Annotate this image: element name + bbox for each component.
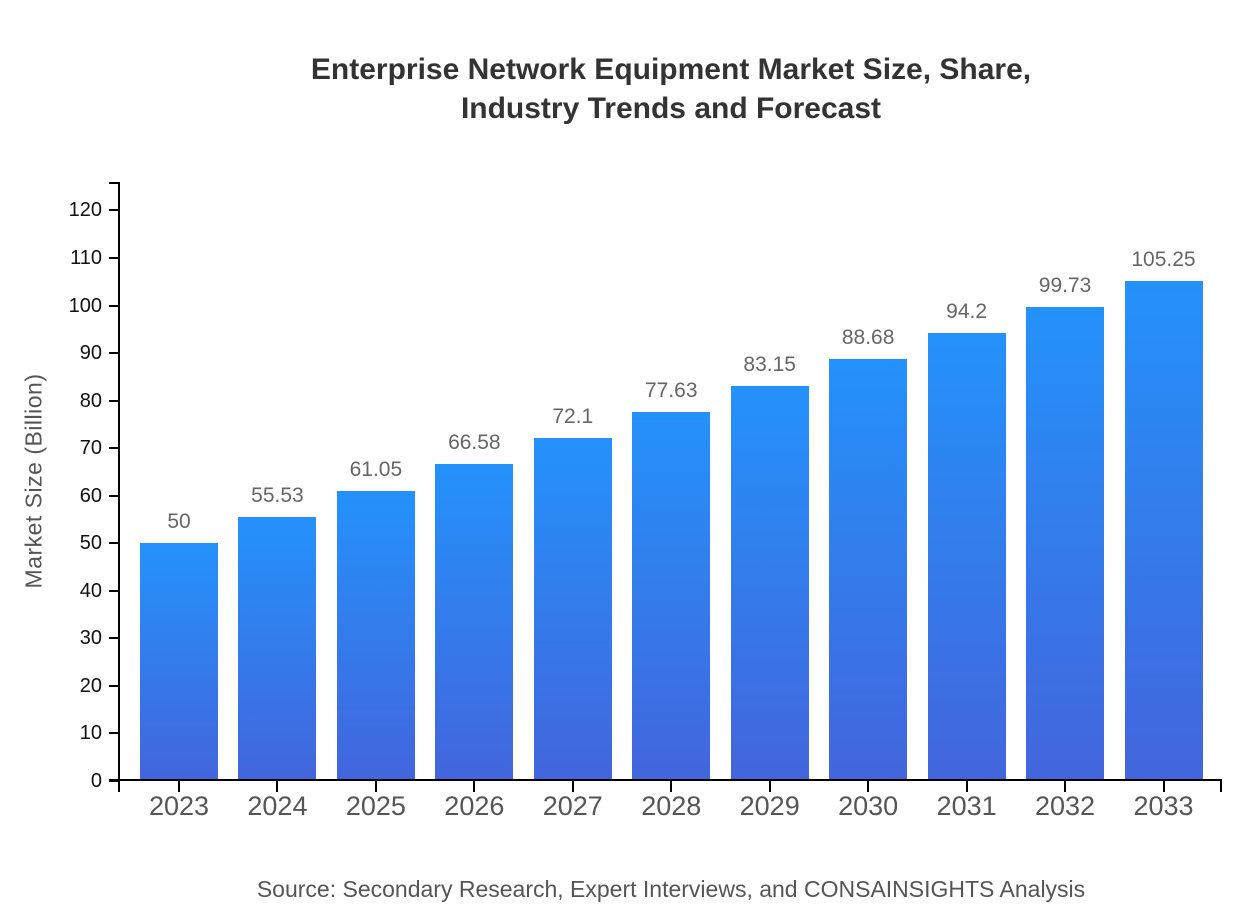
y-axis-line <box>118 182 120 792</box>
y-axis-end-tick <box>109 182 120 184</box>
x-axis-tick-label: 2031 <box>936 791 997 821</box>
x-axis-tick-label: 2027 <box>542 791 603 821</box>
bar-value-label: 66.58 <box>448 431 501 455</box>
bar-value-label: 94.2 <box>946 300 988 324</box>
bar-value-label: 88.68 <box>841 326 895 350</box>
bar-value-label: 50 <box>167 510 191 534</box>
x-axis-tick <box>1162 781 1165 792</box>
y-axis-tick-label: 50 <box>79 532 102 555</box>
bar-value-label: 77.63 <box>644 378 698 402</box>
bar-value-label: 55.53 <box>251 483 304 507</box>
bar-2028 <box>632 411 711 781</box>
y-axis-tick-label: 40 <box>79 579 102 602</box>
bar-value-label: 99.73 <box>1038 273 1092 297</box>
y-axis-tick-label: 10 <box>79 722 102 745</box>
chart-title-line2: Industry Trends and Forecast <box>460 92 882 125</box>
y-axis-tick <box>109 494 120 497</box>
bar-2033 <box>1124 280 1203 781</box>
x-axis-tick <box>473 781 476 792</box>
x-axis-tick <box>374 781 377 792</box>
bar-value-label: 105.25 <box>1131 247 1196 271</box>
bar-value-label: 61.05 <box>349 457 403 481</box>
y-axis-tick <box>109 684 120 687</box>
bar-2031 <box>927 333 1006 781</box>
y-axis-tick-label: 90 <box>79 342 102 365</box>
x-axis-line <box>109 779 1222 781</box>
x-axis-tick-label: 2028 <box>641 791 702 821</box>
y-axis-title: Market Size (Billion) <box>20 373 47 589</box>
y-axis-tick-label: 60 <box>79 484 102 507</box>
source-note: Source: Secondary Research, Expert Inter… <box>256 876 1086 902</box>
y-axis-tick <box>109 589 120 592</box>
bar-2032 <box>1026 306 1105 781</box>
x-axis-tick <box>768 781 771 792</box>
chart-title-line1: Enterprise Network Equipment Market Size… <box>310 53 1032 86</box>
x-axis-tick-label: 2030 <box>838 791 899 821</box>
y-axis-tick-label: 80 <box>79 389 102 412</box>
bar-2030 <box>829 359 908 781</box>
x-axis-tick <box>178 781 180 792</box>
bar-2026 <box>435 464 514 781</box>
x-axis-tick <box>571 781 574 792</box>
x-axis-tick-label: 2025 <box>345 791 406 821</box>
bar-2029 <box>730 385 809 781</box>
bar-2024 <box>238 516 317 781</box>
bar-2023 <box>140 543 218 781</box>
chart-title: Enterprise Network Equipment Market Size… <box>82 50 1260 128</box>
y-axis-tick-label: 110 <box>70 246 102 269</box>
y-axis-tick <box>109 732 120 735</box>
y-axis-tick <box>109 780 120 782</box>
y-axis-tick-label: 20 <box>79 674 102 697</box>
x-axis-tick <box>965 781 968 792</box>
y-axis-tick-label: 100 <box>68 294 102 317</box>
y-axis-tick-label: 0 <box>90 770 102 792</box>
x-axis-tick-label: 2029 <box>739 791 800 821</box>
x-axis-end-tick <box>1220 781 1222 792</box>
bar-2027 <box>533 438 612 781</box>
bar-value-label: 83.15 <box>743 352 796 376</box>
x-axis-tick-label: 2033 <box>1133 791 1194 821</box>
x-axis-tick-label: 2026 <box>444 791 505 821</box>
x-axis-tick-label: 2024 <box>247 791 308 821</box>
x-axis-tick <box>867 781 870 792</box>
bar-value-label: 72.1 <box>552 405 594 429</box>
y-axis-tick-label: 70 <box>79 437 102 460</box>
bar-2025 <box>336 490 415 781</box>
y-axis-tick <box>109 256 120 259</box>
x-axis-tick <box>276 781 279 792</box>
x-axis-tick-label: 2023 <box>148 791 210 821</box>
x-axis-tick-label: 2032 <box>1035 791 1096 821</box>
y-axis-tick <box>109 542 120 545</box>
y-axis-tick-label: 120 <box>68 199 102 222</box>
x-axis-tick <box>670 781 673 792</box>
y-axis-tick <box>109 447 120 450</box>
y-axis-tick <box>109 209 120 212</box>
y-axis-tick <box>109 399 120 402</box>
y-axis-tick <box>109 637 120 640</box>
y-axis-tick-label: 30 <box>79 627 102 650</box>
x-axis-tick <box>1064 781 1067 792</box>
y-axis-tick <box>109 304 120 307</box>
y-axis-tick <box>109 352 120 355</box>
